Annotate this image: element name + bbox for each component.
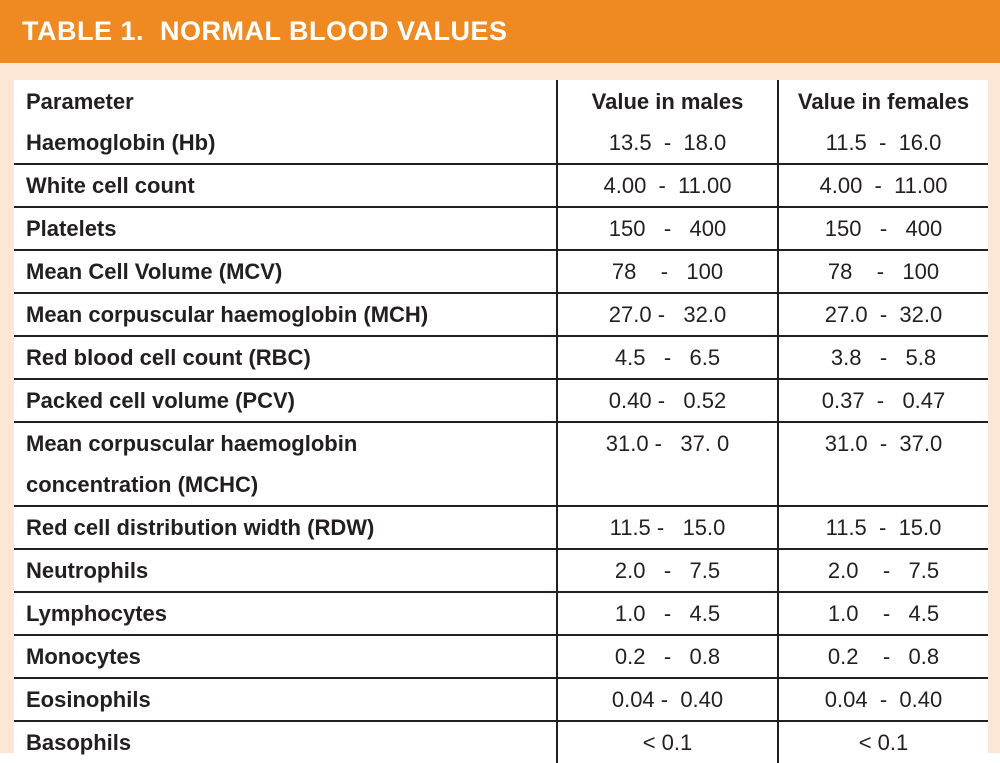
table-panel: Parameter Value in males Value in female… (0, 63, 1000, 763)
males-value-cell: < 0.1 (556, 721, 778, 763)
table-row: Monocytes 0.2 - 0.8 0.2 - 0.8 (14, 635, 988, 678)
females-value-cell: 0.04 - 0.40 (777, 678, 988, 721)
param-cell: Platelets (26, 216, 117, 241)
females-value-cell: 0.37 - 0.47 (777, 379, 988, 422)
males-value-cell: 1.0 - 4.5 (556, 592, 778, 635)
females-value-cell: < 0.1 (777, 721, 988, 763)
table-row: Eosinophils 0.04 - 0.40 0.04 - 0.40 (14, 678, 988, 721)
females-value-cell: 4.00 - 11.00 (777, 164, 988, 207)
param-cell: Mean Cell Volume (MCV) (26, 259, 283, 284)
table-row: Haemoglobin (Hb) 13.5 - 18.0 11.5 - 16.0 (14, 122, 988, 164)
title-bar: TABLE 1. NORMAL BLOOD VALUES (0, 0, 1000, 63)
page-title: TABLE 1. NORMAL BLOOD VALUES (22, 16, 508, 46)
param-cell: Red blood cell count (RBC) (26, 345, 311, 370)
females-value-cell: 150 - 400 (777, 207, 988, 250)
females-value-cell: 11.5 - 15.0 (777, 506, 988, 549)
param-cell: White cell count (26, 173, 195, 198)
table-row: Neutrophils 2.0 - 7.5 2.0 - 7.5 (14, 549, 988, 592)
table-row: Platelets 150 - 400 150 - 400 (14, 207, 988, 250)
males-value-cell: 0.40 - 0.52 (556, 379, 778, 422)
females-value-cell: 31.0 - 37.0 (777, 422, 988, 506)
table-header-row: Parameter Value in males Value in female… (14, 80, 988, 122)
males-value-cell: 0.04 - 0.40 (556, 678, 778, 721)
param-cell: Basophils (26, 730, 132, 755)
param-cell: Lymphocytes (26, 601, 168, 626)
param-cell: Mean corpuscular haemoglobin concentrati… (26, 431, 358, 497)
females-value-cell: 78 - 100 (777, 250, 988, 293)
females-value-cell: 0.2 - 0.8 (777, 635, 988, 678)
table-row: White cell count 4.00 - 11.00 4.00 - 11.… (14, 164, 988, 207)
table-row: Mean corpuscular haemoglobin (MCH) 27.0 … (14, 293, 988, 336)
males-value-cell: 13.5 - 18.0 (556, 122, 778, 164)
table-row: Packed cell volume (PCV) 0.40 - 0.52 0.3… (14, 379, 988, 422)
females-value-cell: 1.0 - 4.5 (777, 592, 988, 635)
table-row: Red blood cell count (RBC) 4.5 - 6.5 3.8… (14, 336, 988, 379)
table-row: Red cell distribution width (RDW) 11.5 -… (14, 506, 988, 549)
females-column-header: Value in females (777, 80, 988, 122)
males-value-cell: 4.00 - 11.00 (556, 164, 778, 207)
table-row: Mean corpuscular haemoglobin concentrati… (14, 422, 988, 506)
table-row: Lymphocytes 1.0 - 4.5 1.0 - 4.5 (14, 592, 988, 635)
param-cell: Haemoglobin (Hb) (26, 130, 216, 155)
param-cell: Neutrophils (26, 558, 149, 583)
females-value-cell: 3.8 - 5.8 (777, 336, 988, 379)
females-value-cell: 27.0 - 32.0 (777, 293, 988, 336)
females-value-cell: 2.0 - 7.5 (777, 549, 988, 592)
normal-blood-values-table: Parameter Value in males Value in female… (14, 80, 988, 763)
table-body: Haemoglobin (Hb) 13.5 - 18.0 11.5 - 16.0… (14, 122, 988, 763)
females-value-cell: 11.5 - 16.0 (777, 122, 988, 164)
males-value-cell: 11.5 - 15.0 (556, 506, 778, 549)
males-value-cell: 78 - 100 (556, 250, 778, 293)
param-cell: Packed cell volume (PCV) (26, 388, 295, 413)
males-value-cell: 27.0 - 32.0 (556, 293, 778, 336)
table-row: Mean Cell Volume (MCV) 78 - 100 78 - 100 (14, 250, 988, 293)
parameter-column-header: Parameter (26, 88, 134, 114)
param-cell: Monocytes (26, 644, 141, 669)
males-value-cell: 31.0 - 37. 0 (556, 422, 778, 506)
males-value-cell: 0.2 - 0.8 (556, 635, 778, 678)
males-value-cell: 2.0 - 7.5 (556, 549, 778, 592)
males-value-cell: 4.5 - 6.5 (556, 336, 778, 379)
males-column-header: Value in males (556, 80, 778, 122)
table-row: Basophils < 0.1 < 0.1 (14, 721, 988, 763)
param-cell: Mean corpuscular haemoglobin (MCH) (26, 302, 429, 327)
param-cell: Red cell distribution width (RDW) (26, 515, 375, 540)
males-value-cell: 150 - 400 (556, 207, 778, 250)
param-cell: Eosinophils (26, 687, 151, 712)
